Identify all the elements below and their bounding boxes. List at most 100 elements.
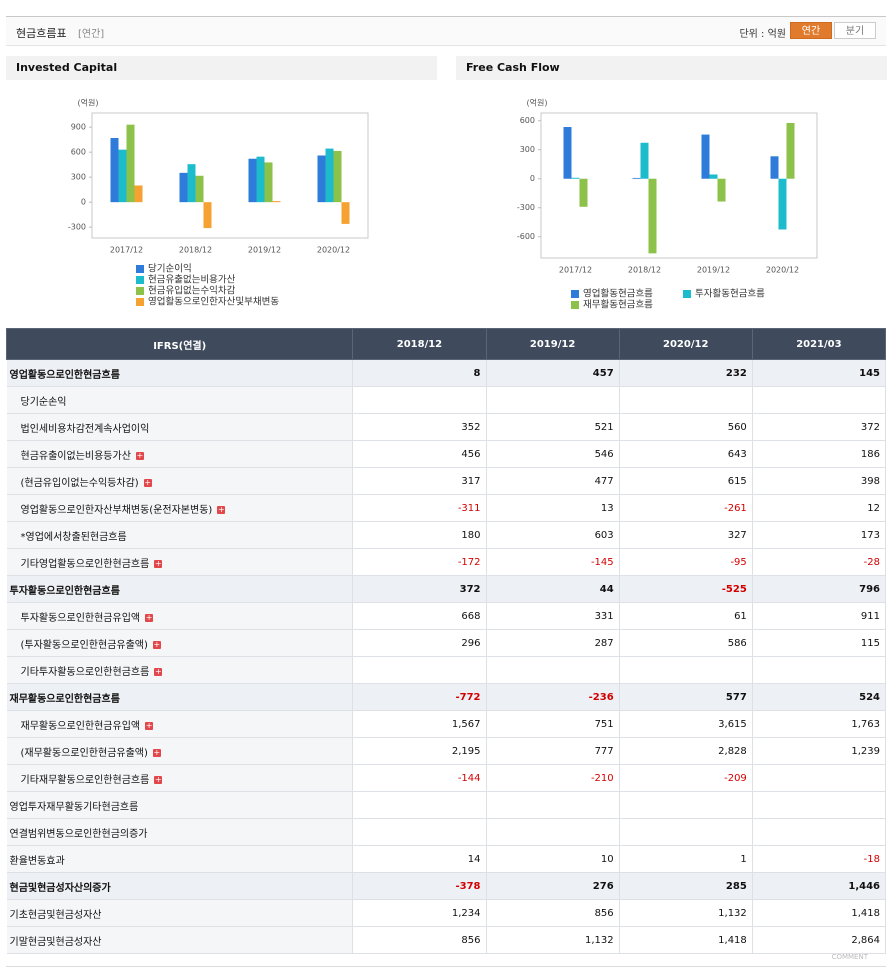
value-cell: 285: [619, 872, 753, 900]
value-cell: [352, 386, 487, 414]
value-cell: [486, 386, 620, 414]
expand-button[interactable]: +: [217, 504, 226, 514]
value-cell: [619, 656, 753, 684]
value-cell: 173: [752, 521, 887, 549]
row-label: 현금및현금성자산의증가: [9, 882, 111, 894]
value-cell: 524: [752, 683, 887, 711]
legend-swatch: [136, 298, 144, 306]
expand-button[interactable]: +: [143, 477, 152, 487]
value-cell: [752, 764, 887, 792]
expand-button[interactable]: +: [154, 558, 163, 568]
row-label: 투자활동으로인한현금유입액: [20, 612, 141, 624]
bar: [333, 150, 342, 203]
bar: [195, 175, 204, 203]
value-cell: [486, 818, 620, 846]
row-label-cell: 현금및현금성자산의증가: [6, 872, 354, 900]
expand-button[interactable]: +: [135, 450, 144, 460]
table-row: (투자활동으로인한현금유출액) +296 287 586 115: [6, 629, 887, 657]
legend-swatch: [136, 276, 144, 284]
value-cell: [486, 656, 620, 684]
value-cell: 456: [352, 440, 487, 468]
value-cell: [752, 386, 887, 414]
value-cell: 1,239: [752, 737, 887, 765]
y-tick-label: -300: [517, 203, 535, 212]
value-cell: -209: [619, 764, 753, 792]
value-cell: -525: [619, 575, 753, 603]
row-label: 기초현금및현금성자산: [9, 909, 102, 921]
column-header: 2021/03: [751, 328, 887, 360]
row-label-cell: 영업활동으로인한자산부채변동(운전자본변동) +: [6, 494, 354, 522]
row-label-cell: (투자활동으로인한현금유출액) +: [6, 629, 354, 657]
row-label: 당기순손익: [20, 396, 67, 408]
value-cell: 44: [486, 575, 620, 603]
row-label-cell: 기타투자활동으로인한현금흐름 +: [6, 656, 354, 684]
x-tick-label: 2019/12: [697, 266, 730, 275]
value-cell: 856: [486, 899, 620, 927]
bar: [187, 164, 196, 203]
value-cell: [619, 386, 753, 414]
value-cell: 1,418: [619, 926, 753, 954]
bar: [648, 178, 657, 254]
x-tick-label: 2019/12: [248, 246, 281, 255]
table-row: 현금유출이없는비용등가산 +456 546 643 186: [6, 440, 887, 468]
value-cell: -261: [619, 494, 753, 522]
row-label: (투자활동으로인한현금유출액): [20, 639, 148, 651]
value-cell: -95: [619, 548, 753, 576]
tab[interactable]: 연간: [790, 22, 832, 39]
table-row: 재무활동으로인한현금유입액 +1,567 751 3,615 1,763: [6, 710, 887, 738]
legend-swatch: [683, 290, 691, 298]
value-cell: [752, 656, 887, 684]
row-label: 기타영업활동으로인한현금흐름: [20, 558, 150, 570]
expand-button[interactable]: +: [154, 774, 163, 784]
cash-flow-table: IFRS(연결) 2018/12 2019/12 2020/12 2021/03 영업활동…: [5, 328, 887, 954]
table-row: 법인세비용차감전계속사업이익 352 521 560 372: [6, 413, 887, 441]
row-label: 기타재무활동으로인한현금흐름: [20, 774, 150, 786]
legend-label: 현금유출없는비용가산: [148, 274, 236, 286]
value-cell: 317: [352, 467, 487, 495]
bar: [341, 202, 350, 224]
legend-label: 영업활동현금흐름: [583, 288, 653, 300]
unit-label: 단위 : 억원: [739, 29, 786, 40]
row-label: 투자활동으로인한현금흐름: [9, 585, 120, 597]
y-axis-label: (억원): [78, 98, 99, 108]
value-cell: -236: [486, 683, 620, 711]
bar: [317, 155, 326, 203]
value-cell: 372: [752, 413, 887, 441]
value-cell: 615: [619, 467, 753, 495]
expand-button[interactable]: +: [145, 720, 154, 730]
table-row: 투자활동으로인한현금유입액 +668 331 61 911: [6, 602, 887, 630]
table-row: 환율변동효과 14 10 1 -18: [6, 845, 887, 873]
table-row: 연결범위변동으로인한현금의증가: [6, 818, 887, 846]
expand-button[interactable]: +: [152, 747, 161, 757]
row-label: 재무활동으로인한현금흐름: [9, 693, 120, 705]
bar: [110, 138, 119, 203]
title: 현금흐름표: [16, 27, 67, 40]
value-cell: -18: [752, 845, 887, 873]
chart: (억원) -600 -300 0 300 600 2017/12 2018/12 2019/12…: [517, 98, 818, 311]
expand-button[interactable]: +: [154, 666, 163, 676]
value-cell: 3,615: [619, 710, 753, 738]
bar: [701, 134, 710, 179]
expand-button[interactable]: +: [152, 639, 161, 649]
column-header: 2020/12: [618, 328, 753, 360]
value-cell: -28: [752, 548, 887, 576]
footer: COMMENT: [6, 952, 886, 967]
value-cell: 911: [752, 602, 887, 630]
row-label-cell: (현금유입이없는수익등차감) +: [6, 467, 354, 495]
comment-button[interactable]: COMMENT: [831, 953, 868, 961]
subtitle: [연간]: [78, 29, 105, 40]
value-cell: 796: [752, 575, 887, 603]
value-cell: 603: [486, 521, 620, 549]
table-row: 기말현금및현금성자산 856 1,132 1,418 2,864: [6, 926, 887, 954]
table-row: 당기순손익: [6, 386, 887, 414]
expand-button[interactable]: +: [145, 612, 154, 622]
value-cell: 668: [352, 602, 487, 630]
tab[interactable]: 분기: [834, 22, 876, 39]
bar: [203, 202, 212, 229]
chart-title: Free Cash Flow: [456, 56, 887, 80]
bar: [272, 201, 281, 203]
row-label-cell: 당기순손익: [6, 386, 354, 414]
row-label-cell: 환율변동효과: [6, 845, 354, 873]
chart-title: Invested Capital: [6, 56, 437, 80]
value-cell: 372: [352, 575, 487, 603]
